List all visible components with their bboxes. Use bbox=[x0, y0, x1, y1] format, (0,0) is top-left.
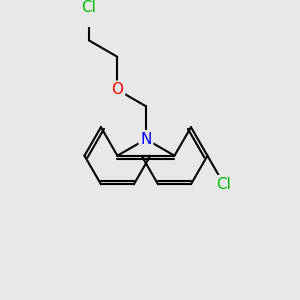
Text: N: N bbox=[140, 132, 152, 147]
Text: Cl: Cl bbox=[217, 177, 231, 192]
Text: O: O bbox=[111, 82, 123, 97]
Text: Cl: Cl bbox=[81, 0, 96, 15]
